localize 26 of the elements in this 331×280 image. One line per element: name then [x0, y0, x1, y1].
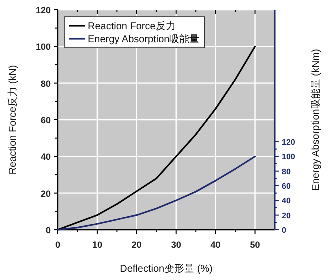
y2-tick-label: 120 [282, 138, 296, 147]
x-tick-label: 50 [250, 240, 260, 250]
x-tick-label: 10 [92, 240, 102, 250]
y-tick-label: 20 [40, 188, 51, 199]
y-tick-label: 60 [40, 116, 51, 126]
y-tick-label: 120 [36, 6, 51, 16]
x-axis-title: Deflection变形量 (%) [120, 263, 213, 275]
y2-tick-label: 40 [282, 196, 292, 206]
y-tick-label: 0 [46, 226, 51, 236]
x-tick-label: 0 [55, 240, 61, 250]
y-tick-label: 100 [36, 42, 51, 52]
y-tick-label: 40 [40, 152, 51, 162]
y2-tick-label: 60 [282, 182, 292, 191]
line-series [57, 156, 256, 231]
x-tick-label: 40 [210, 240, 221, 250]
y-tick-label: 80 [40, 78, 51, 89]
y-axis-title: Reaction Force反力 (kN) [7, 65, 19, 175]
legend-label: Reaction Force反力 [88, 20, 176, 32]
y2-axis-title: Energy Absorption吸能量 (kNm) [310, 49, 322, 191]
y2-tick-label: 80 [282, 167, 292, 176]
y2-tick-label: 0 [282, 226, 287, 235]
x-tick-label: 20 [132, 240, 142, 250]
y2-tick-label: 20 [282, 211, 292, 220]
y2-tick-label: 100 [282, 152, 296, 162]
legend-label: Energy Absorption吸能量 [88, 34, 200, 46]
x-tick-label: 30 [171, 240, 182, 250]
